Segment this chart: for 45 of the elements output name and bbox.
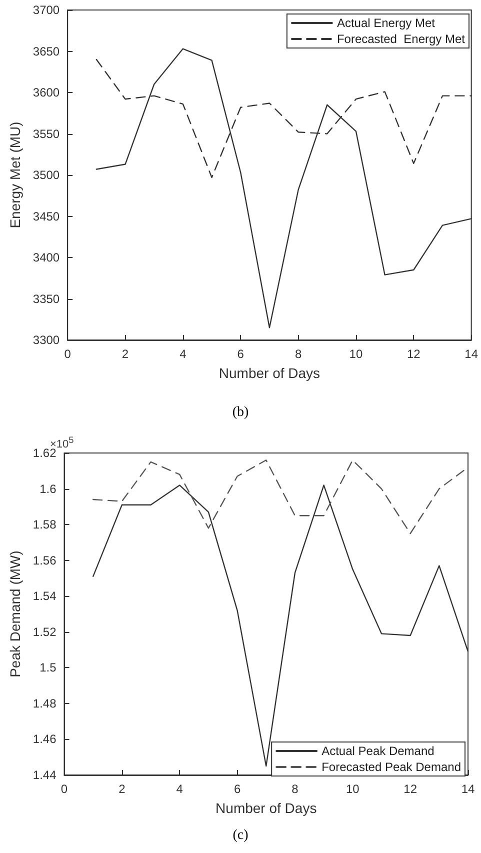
x-tick-label: 8 — [294, 347, 302, 361]
y-tick-label: 3600 — [32, 86, 60, 100]
y-tick-label: 3700 — [32, 3, 60, 17]
y-tick-label: 1.46 — [32, 732, 57, 746]
y-tick-label: 1.56 — [32, 553, 57, 568]
x-tick-label: 2 — [118, 782, 126, 796]
x-tick-label: 14 — [461, 782, 475, 796]
x-axis-title: Number of Days — [218, 365, 320, 381]
x-tick-label: 12 — [406, 347, 421, 361]
y-tick-label: 3500 — [32, 168, 60, 182]
x-tick-label: 6 — [237, 347, 244, 361]
y-axis-title: Energy Met (MU) — [7, 122, 23, 228]
legend-label: Forecasted Energy Met — [336, 32, 466, 46]
y-tick-label: 1.52 — [32, 624, 57, 639]
x-tick-label: 6 — [234, 782, 241, 796]
x-tick-label: 4 — [180, 347, 187, 361]
y-tick-label: 3400 — [32, 250, 60, 264]
y-tick-label: 1.48 — [32, 696, 57, 710]
y-tick-label: 1.58 — [32, 518, 57, 532]
x-tick-label: 14 — [464, 347, 478, 361]
text: (c) — [232, 828, 250, 844]
y-tick-label: 1.54 — [32, 589, 57, 604]
y-tick-label: 1.6 — [40, 482, 57, 496]
x-tick-label: 0 — [60, 782, 68, 796]
x-tick-label: 10 — [349, 347, 363, 361]
x-tick-label: 0 — [64, 347, 72, 361]
y-tick-label: 1.44 — [32, 768, 57, 782]
x-tick-label: 4 — [176, 782, 184, 796]
y-tick-label: 1.5 — [40, 660, 57, 675]
legend-label: Actual Peak Demand — [322, 744, 434, 758]
x-tick-label: 12 — [404, 782, 418, 796]
y-axis-title: Peak Demand (MW) — [7, 550, 23, 678]
text: (b) — [231, 405, 250, 421]
x-tick-label: 10 — [346, 782, 360, 796]
y-tick-label: 1.62 — [32, 446, 57, 460]
y-tick-label: 3650 — [32, 44, 60, 58]
y-tick-label: 3350 — [32, 292, 60, 306]
x-tick-label: 8 — [292, 782, 299, 796]
legend-label: Actual Energy Met — [336, 16, 436, 30]
y-tick-label: 3450 — [32, 209, 60, 224]
x-axis-title: Number of Days — [216, 800, 317, 816]
y-tick-label: 3550 — [32, 126, 60, 141]
x-tick-label: 2 — [122, 347, 129, 361]
y-tick-label: 3300 — [32, 333, 60, 347]
legend-label: Forecasted Peak Demand — [322, 760, 461, 774]
